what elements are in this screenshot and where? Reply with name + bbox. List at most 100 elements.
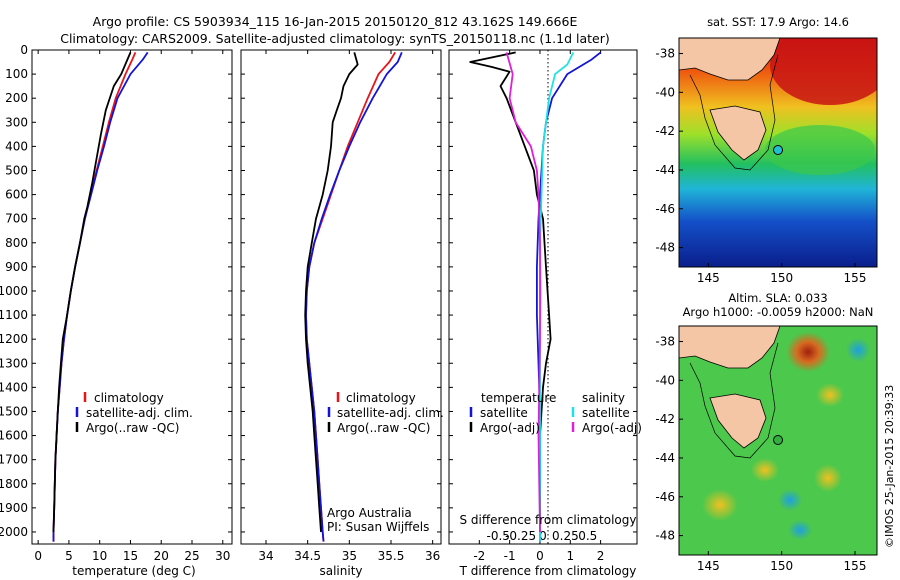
difference-legend-title-temperature: temperature <box>481 391 556 405</box>
temperature-ytick-label: 1000 <box>0 284 28 298</box>
temperature-xtick-label: 0 <box>34 549 42 563</box>
sla-high-se <box>814 464 842 492</box>
sla-map-ytick-label: -40 <box>655 373 675 387</box>
difference-xtick-label: -1 <box>504 549 516 563</box>
difference-series-line-3 <box>505 52 541 533</box>
salinity-xtick-label: 34 <box>258 549 273 563</box>
temperature-ytick-label: 1200 <box>0 332 28 346</box>
salinity-series-line-2 <box>304 52 359 533</box>
difference-x2tick-label: -0.5 <box>487 529 510 543</box>
difference-legend-sal-satellite: satellite <box>582 406 630 420</box>
sla-map-ytick-label: -42 <box>655 412 675 426</box>
temperature-ytick-label: 600 <box>5 188 28 202</box>
temperature-ytick-label: 300 <box>5 115 28 129</box>
temperature-ytick-label: 900 <box>5 260 28 274</box>
temperature-xtick-label: 30 <box>215 549 230 563</box>
sst-map-xtick-label: 145 <box>697 271 720 285</box>
sla-map-axes <box>678 325 878 556</box>
sst-map-axes <box>678 37 878 268</box>
temperature-axes <box>31 49 233 545</box>
difference-xtick-label: -2 <box>473 549 485 563</box>
difference-xtick-label: 0 <box>536 549 544 563</box>
sst-map-panel: sat. SST: 17.9 Argo: 14.6 145 150 155 -38 -4… <box>655 15 878 285</box>
sst-map-ytick-label: -38 <box>655 47 675 61</box>
sla-high-ne <box>816 383 844 407</box>
salinity-annotation-line1: Argo Australia <box>327 506 412 520</box>
sla-map-xtick-label: 155 <box>844 559 867 573</box>
temperature-xtick-label: 25 <box>184 549 199 563</box>
sst-map-ytick-label: -40 <box>655 85 675 99</box>
temperature-legend-climatology: climatology <box>94 391 164 405</box>
temperature-ytick-label: 400 <box>5 139 28 153</box>
difference-x2tick-label: 0.5 <box>578 529 597 543</box>
temperature-xtick-label: 20 <box>154 549 169 563</box>
sla-mainland <box>679 326 781 369</box>
sla-map-ytick-label: -46 <box>655 490 675 504</box>
sst-warm-core <box>770 38 877 105</box>
sla-low-2 <box>778 489 802 511</box>
temperature-ytick-label: 1500 <box>0 404 28 418</box>
sst-map-ytick-label: -46 <box>655 202 675 216</box>
sla-map-ytick-label: -48 <box>655 529 675 543</box>
difference-legend-temp-argo: Argo(-adj) <box>480 421 540 435</box>
difference-xtick-label: 2 <box>597 549 605 563</box>
sla-map-ytick-label: -44 <box>655 451 675 465</box>
sst-green-band <box>765 125 875 175</box>
sst-map-xtick-label: 150 <box>770 271 793 285</box>
sla-high-sw <box>702 489 738 521</box>
temperature-xtick-label: 15 <box>123 549 138 563</box>
temperature-ytick-label: 500 <box>5 163 28 177</box>
temperature-panel: 0100200300400500600700800900100011001200… <box>0 43 233 578</box>
salinity-legend-satellite: satellite-adj. clim. <box>337 406 444 420</box>
temperature-ytick-label: 1300 <box>0 356 28 370</box>
temperature-ytick-label: 1100 <box>0 308 28 322</box>
sst-map-ytick-label: -48 <box>655 241 675 255</box>
difference-x2tick-label: 0.25 <box>552 529 579 543</box>
sla-high-south <box>751 458 779 482</box>
temperature-ytick-label: 700 <box>5 212 28 226</box>
figure-title-line2: Climatology: CARS2009. Satellite-adjuste… <box>60 31 610 46</box>
sla-low-3 <box>788 520 812 540</box>
salinity-annotation-line2: PI: Susan Wijffels <box>327 520 429 534</box>
temperature-xlabel: temperature (deg C) <box>72 564 195 578</box>
temperature-ytick-label: 2000 <box>0 525 28 539</box>
sst-map-title: sat. SST: 17.9 Argo: 14.6 <box>707 15 849 29</box>
sla-map-panel: Altim. SLA: 0.033 Argo h1000: -0.0059 h2… <box>655 291 878 573</box>
sst-map-xtick-label: 155 <box>844 271 867 285</box>
sla-map-subtitle: Argo h1000: -0.0059 h2000: NaN <box>683 305 874 319</box>
sla-argo-marker <box>773 435 783 445</box>
sla-high-east <box>786 332 830 372</box>
difference-x2tick-label: -0.25 <box>505 529 536 543</box>
salinity-legend-argo: Argo(..raw -QC) <box>337 421 430 435</box>
sla-map-title: Altim. SLA: 0.033 <box>728 291 827 305</box>
sla-map-xtick-label: 150 <box>770 559 793 573</box>
salinity-legend-climatology: climatology <box>346 391 416 405</box>
difference-xlabel: T difference from climatology <box>459 564 637 578</box>
sla-tasmania <box>709 393 767 449</box>
temperature-ytick-label: 800 <box>5 236 28 250</box>
difference-legend-temp-satellite: satellite <box>480 406 528 420</box>
sla-low-1 <box>846 338 870 362</box>
temperature-legend-satellite: satellite-adj. clim. <box>86 406 193 420</box>
sst-argo-marker <box>773 145 783 155</box>
temperature-ytick-label: 1400 <box>0 380 28 394</box>
difference-xtick-label: 1 <box>566 549 574 563</box>
difference-x2tick-label: 0 <box>539 529 547 543</box>
salinity-panel: 34 34.5 35 35.5 36 salinity climatology sate… <box>240 49 444 578</box>
temperature-ytick-label: 200 <box>5 91 28 105</box>
difference-x2label: S difference from climatology <box>460 513 637 527</box>
salinity-legend: climatology satellite-adj. clim. Argo(..… <box>327 391 444 435</box>
temperature-ytick-label: 1600 <box>0 429 28 443</box>
figure-title-line1: Argo profile: CS 5903934_115 16-Jan-2015… <box>93 14 578 29</box>
sst-mainland <box>679 38 781 81</box>
temperature-ytick-label: 1900 <box>0 501 28 515</box>
salinity-xtick-label: 35.5 <box>378 549 405 563</box>
temperature-legend-argo: Argo(..raw -QC) <box>86 421 179 435</box>
sla-shelf-contour <box>689 342 779 459</box>
sst-shelf-contour <box>689 54 779 171</box>
sst-tasmania <box>709 105 767 161</box>
sla-map-ytick-label: -38 <box>655 335 675 349</box>
difference-series-line-1 <box>469 51 552 532</box>
salinity-xtick-label: 36 <box>425 549 440 563</box>
